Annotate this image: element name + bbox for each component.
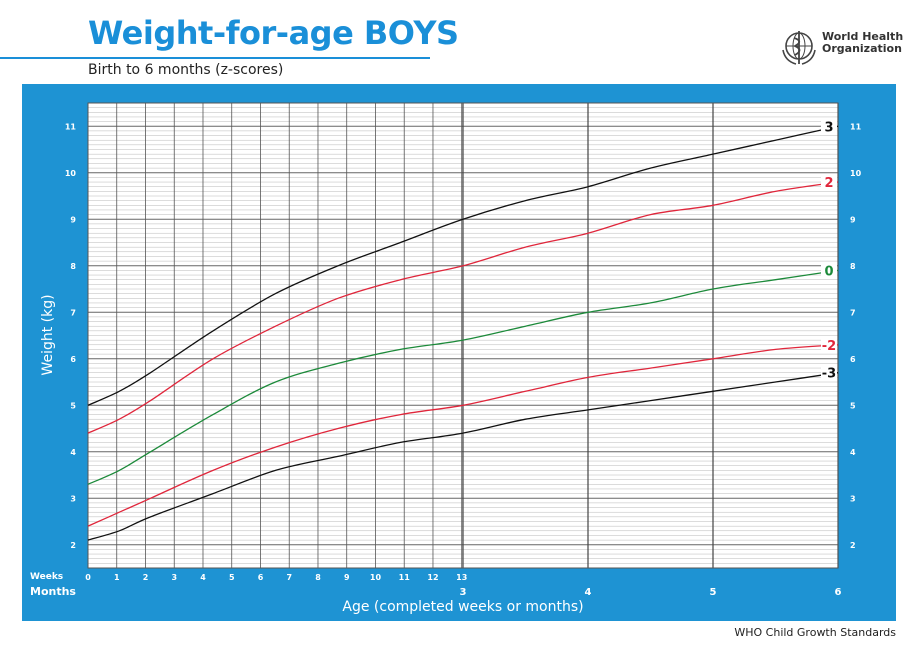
y-tick-label-left: 8 bbox=[70, 262, 76, 271]
x-tick-label-week: 9 bbox=[344, 573, 350, 582]
y-tick-label-right: 5 bbox=[850, 401, 856, 410]
x-tick-label-month: 3 bbox=[460, 587, 467, 598]
x-tick-label-month: 5 bbox=[710, 587, 717, 598]
z-label--3: -3 bbox=[822, 367, 836, 382]
y-tick-label-left: 6 bbox=[70, 355, 76, 364]
x-tick-label-week: 11 bbox=[399, 573, 411, 582]
z-label-bg bbox=[821, 336, 837, 353]
y-tick-label-right: 4 bbox=[850, 448, 856, 457]
series-line-z-2 bbox=[87, 344, 839, 527]
x-tick-label-week: 6 bbox=[258, 573, 264, 582]
x-tick-label-week: 0 bbox=[85, 573, 91, 582]
y-tick-label-right: 2 bbox=[850, 541, 856, 550]
y-tick-label-left: 5 bbox=[70, 401, 76, 410]
y-tick-label-left: 9 bbox=[70, 215, 76, 224]
plot-border bbox=[87, 102, 839, 569]
x-axis-title: Age (completed weeks or months) bbox=[342, 599, 583, 615]
y-tick-label-right: 10 bbox=[850, 169, 862, 178]
y-tick-label-right: 8 bbox=[850, 262, 856, 271]
x-tick-label-week: 10 bbox=[370, 573, 382, 582]
y-axis-title: Weight (kg) bbox=[40, 294, 56, 375]
y-axis-right: 2 3 4 5 6 7 8 9 10 11 bbox=[850, 122, 862, 550]
x-tick-label-week: 1 bbox=[114, 573, 120, 582]
z-score-labels: 3 2 0 -2 -3 bbox=[821, 118, 837, 382]
x-tick-label-week: 5 bbox=[229, 573, 235, 582]
y-tick-label-left: 7 bbox=[70, 308, 76, 317]
footer-credit: WHO Child Growth Standards bbox=[734, 626, 896, 639]
page-subtitle: Birth to 6 months (z-scores) bbox=[88, 62, 284, 78]
x-tick-label-week: 13 bbox=[456, 573, 467, 582]
z-label-bg bbox=[821, 118, 837, 135]
org-name-line2: Organization bbox=[822, 42, 902, 55]
series-line-z-3 bbox=[87, 372, 839, 541]
y-tick-label-left: 4 bbox=[70, 448, 76, 457]
y-tick-label-right: 11 bbox=[850, 122, 862, 131]
months-axis-label: Months bbox=[30, 585, 76, 598]
x-tick-label-month: 6 bbox=[835, 587, 842, 598]
x-tick-label-week: 12 bbox=[427, 573, 438, 582]
y-tick-label-left: 3 bbox=[70, 494, 76, 503]
weeks-axis-label: Weeks bbox=[30, 572, 63, 582]
z-score-curves bbox=[87, 125, 839, 541]
who-emblem-icon bbox=[782, 31, 816, 65]
z-label-0: 0 bbox=[824, 264, 833, 279]
x-tick-label-week: 2 bbox=[143, 573, 149, 582]
series-line-z3 bbox=[87, 125, 839, 406]
y-tick-label-left: 10 bbox=[65, 169, 77, 178]
x-tick-label-week: 3 bbox=[171, 573, 177, 582]
x-tick-label-month: 4 bbox=[585, 587, 592, 598]
org-name-line1: World Health bbox=[822, 30, 904, 43]
y-tick-label-right: 6 bbox=[850, 355, 856, 364]
x-axis: 0 1 2 3 4 5 6 7 8 9 10 11 12 133 4 5 6 bbox=[85, 573, 841, 598]
series-line-z2 bbox=[87, 181, 839, 434]
page-title: Weight-for-age BOYS bbox=[88, 14, 459, 52]
z-label-bg bbox=[821, 262, 837, 279]
y-tick-label-left: 11 bbox=[65, 122, 77, 131]
y-tick-label-left: 2 bbox=[70, 541, 76, 550]
x-tick-label-week: 8 bbox=[315, 573, 321, 582]
z-label--2: -2 bbox=[822, 339, 836, 354]
z-label-2: 2 bbox=[824, 176, 833, 191]
y-tick-label-right: 9 bbox=[850, 215, 856, 224]
y-tick-label-right: 7 bbox=[850, 308, 856, 317]
series-line-z0 bbox=[87, 269, 839, 485]
y-tick-label-right: 3 bbox=[850, 494, 856, 503]
x-tick-label-week: 4 bbox=[200, 573, 206, 582]
z-label-bg bbox=[821, 364, 837, 381]
y-axis-left: 2 3 4 5 6 7 8 9 10 11 bbox=[65, 122, 77, 550]
x-tick-label-week: 7 bbox=[286, 573, 292, 582]
z-label-bg bbox=[821, 174, 837, 191]
title-divider bbox=[0, 57, 430, 59]
z-label-3: 3 bbox=[824, 120, 833, 135]
